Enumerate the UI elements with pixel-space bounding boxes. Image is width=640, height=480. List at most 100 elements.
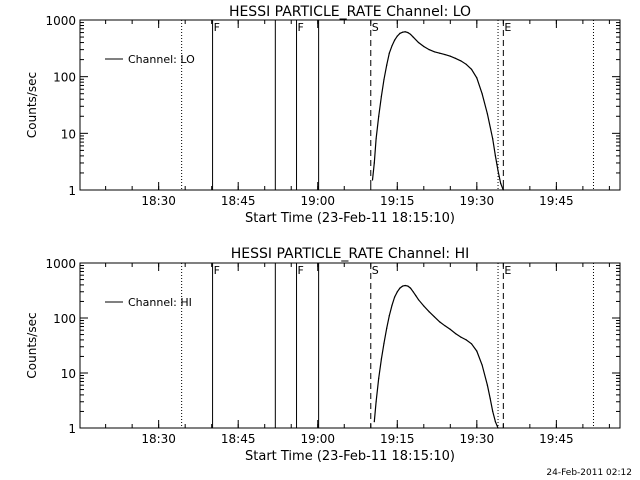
data-point <box>380 358 382 360</box>
data-point <box>383 342 385 344</box>
data-point <box>373 162 375 164</box>
y-tick-label: 1000 <box>45 257 76 271</box>
y-tick-label: 10 <box>61 367 76 381</box>
data-point <box>412 36 414 38</box>
data-point <box>460 60 462 62</box>
marker-label: S <box>372 264 379 277</box>
x-tick-label: 19:15 <box>380 194 415 208</box>
data-point <box>409 33 412 35</box>
data-point <box>412 291 414 293</box>
data-point <box>388 315 390 317</box>
data-point <box>481 364 483 366</box>
data-point <box>407 31 409 34</box>
chart-title: HESSI PARTICLE_RATE Channel: LO <box>229 4 471 20</box>
data-point <box>386 64 388 66</box>
x-tick-label: 19:30 <box>460 194 495 208</box>
data-point <box>492 410 494 412</box>
data-point <box>439 52 441 54</box>
y-tick-label: 1000 <box>45 14 76 28</box>
data-point <box>470 343 473 345</box>
data-point <box>455 57 457 60</box>
data-point <box>380 95 382 97</box>
data-point <box>375 401 377 403</box>
timestamp: 24-Feb-2011 02:12 <box>546 468 632 478</box>
data-point <box>497 170 499 172</box>
data-point <box>378 115 380 117</box>
series-line <box>373 284 499 429</box>
data-point <box>455 333 457 335</box>
data-point <box>449 328 451 330</box>
data-point <box>402 31 404 33</box>
data-point <box>444 54 446 56</box>
marker-label: S <box>372 21 379 34</box>
marker-label: F <box>298 264 304 277</box>
y-tick-label: 100 <box>53 312 76 326</box>
y-axis-label: Counts/sec <box>25 312 39 378</box>
data-point <box>423 305 425 307</box>
data-point <box>449 55 451 57</box>
data-point <box>399 32 401 35</box>
data-point <box>486 113 488 115</box>
data-point <box>465 63 467 65</box>
data-point <box>476 77 478 79</box>
x-tick-label: 19:00 <box>300 432 335 446</box>
data-point <box>423 45 425 48</box>
x-tick-label: 19:30 <box>460 432 495 446</box>
data-point <box>407 285 409 287</box>
x-tick-label: 18:30 <box>141 432 176 446</box>
data-point <box>402 285 404 287</box>
data-point <box>375 138 377 140</box>
legend-label: Channel: HI <box>128 296 192 309</box>
data-point <box>396 291 398 293</box>
data-point <box>386 327 388 329</box>
x-tick-label: 19:45 <box>539 432 574 446</box>
plot-frame <box>79 262 621 429</box>
data-point <box>373 421 375 423</box>
x-tick-label: 19:45 <box>539 194 574 208</box>
marker-label: E <box>504 264 511 277</box>
data-point <box>470 68 473 70</box>
x-axis-label: Start Time (23-Feb-11 18:15:10) <box>245 211 455 226</box>
data-point <box>404 284 406 287</box>
data-point <box>417 299 420 301</box>
data-point <box>465 339 467 341</box>
data-point <box>476 350 478 352</box>
data-point <box>417 41 420 44</box>
data-point <box>500 182 502 185</box>
data-point <box>494 421 496 423</box>
y-tick-label: 10 <box>61 127 76 141</box>
data-point <box>428 49 430 51</box>
data-point <box>433 51 435 53</box>
y-axis-label: Counts/sec <box>25 72 39 138</box>
data-point <box>371 179 374 181</box>
data-point <box>383 78 385 80</box>
series-line <box>371 31 504 191</box>
data-point <box>409 287 412 289</box>
data-point <box>394 296 396 298</box>
marker-label: F <box>214 264 220 277</box>
data-point <box>428 311 430 313</box>
data-point <box>444 325 446 327</box>
data-point <box>502 189 504 191</box>
chart-title: HESSI PARTICLE_RATE Channel: HI <box>231 246 469 262</box>
marker-label: E <box>504 21 511 34</box>
data-point <box>388 52 390 54</box>
plot-frame <box>79 19 621 191</box>
data-point <box>415 295 417 297</box>
x-axis-label: Start Time (23-Feb-11 18:15:10) <box>245 449 455 464</box>
x-tick-label: 19:15 <box>380 432 415 446</box>
data-point <box>481 93 483 95</box>
chart-panel-1: HESSI PARTICLE_RATE Channel: LO 1 10 100 100… <box>25 4 621 226</box>
marker-label: F <box>214 21 220 34</box>
x-tick-label: 18:45 <box>221 194 256 208</box>
y-tick-label: 1 <box>68 422 76 436</box>
data-point <box>396 35 398 37</box>
data-point <box>494 155 496 157</box>
data-point <box>399 287 401 289</box>
data-point <box>433 316 435 318</box>
data-point <box>489 397 491 399</box>
data-point <box>391 304 393 306</box>
data-point <box>492 138 494 140</box>
